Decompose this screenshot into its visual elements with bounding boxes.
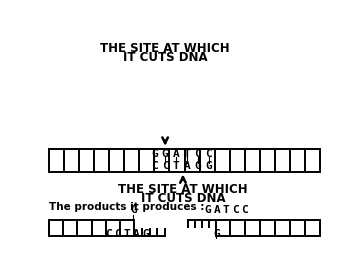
- Text: G: G: [194, 161, 201, 171]
- Text: C: C: [205, 149, 212, 159]
- Text: G: G: [204, 205, 211, 215]
- Text: G: G: [142, 229, 149, 239]
- Text: C: C: [162, 161, 168, 171]
- Text: G: G: [130, 205, 137, 215]
- Text: IT CUTS DNA: IT CUTS DNA: [141, 192, 225, 205]
- Text: A: A: [133, 229, 140, 239]
- Text: THE SITE AT WHICH: THE SITE AT WHICH: [100, 42, 230, 55]
- Text: A: A: [184, 161, 190, 171]
- Text: THE SITE AT WHICH: THE SITE AT WHICH: [118, 183, 248, 196]
- Text: C: C: [194, 149, 201, 159]
- Text: C: C: [105, 229, 112, 239]
- Text: T: T: [124, 229, 131, 239]
- Text: G: G: [151, 149, 158, 159]
- Text: The products it produces :: The products it produces :: [49, 202, 204, 212]
- Text: G: G: [205, 161, 212, 171]
- Text: C: C: [232, 205, 239, 215]
- Text: IT CUTS DNA: IT CUTS DNA: [123, 51, 207, 64]
- Text: G: G: [162, 149, 168, 159]
- Text: T: T: [172, 161, 179, 171]
- Text: C: C: [114, 229, 121, 239]
- Text: A: A: [172, 149, 179, 159]
- Text: A: A: [214, 205, 220, 215]
- Text: C: C: [242, 205, 248, 215]
- Text: C: C: [151, 161, 158, 171]
- Text: T: T: [223, 205, 230, 215]
- Text: G: G: [213, 229, 220, 239]
- Text: T: T: [184, 149, 190, 159]
